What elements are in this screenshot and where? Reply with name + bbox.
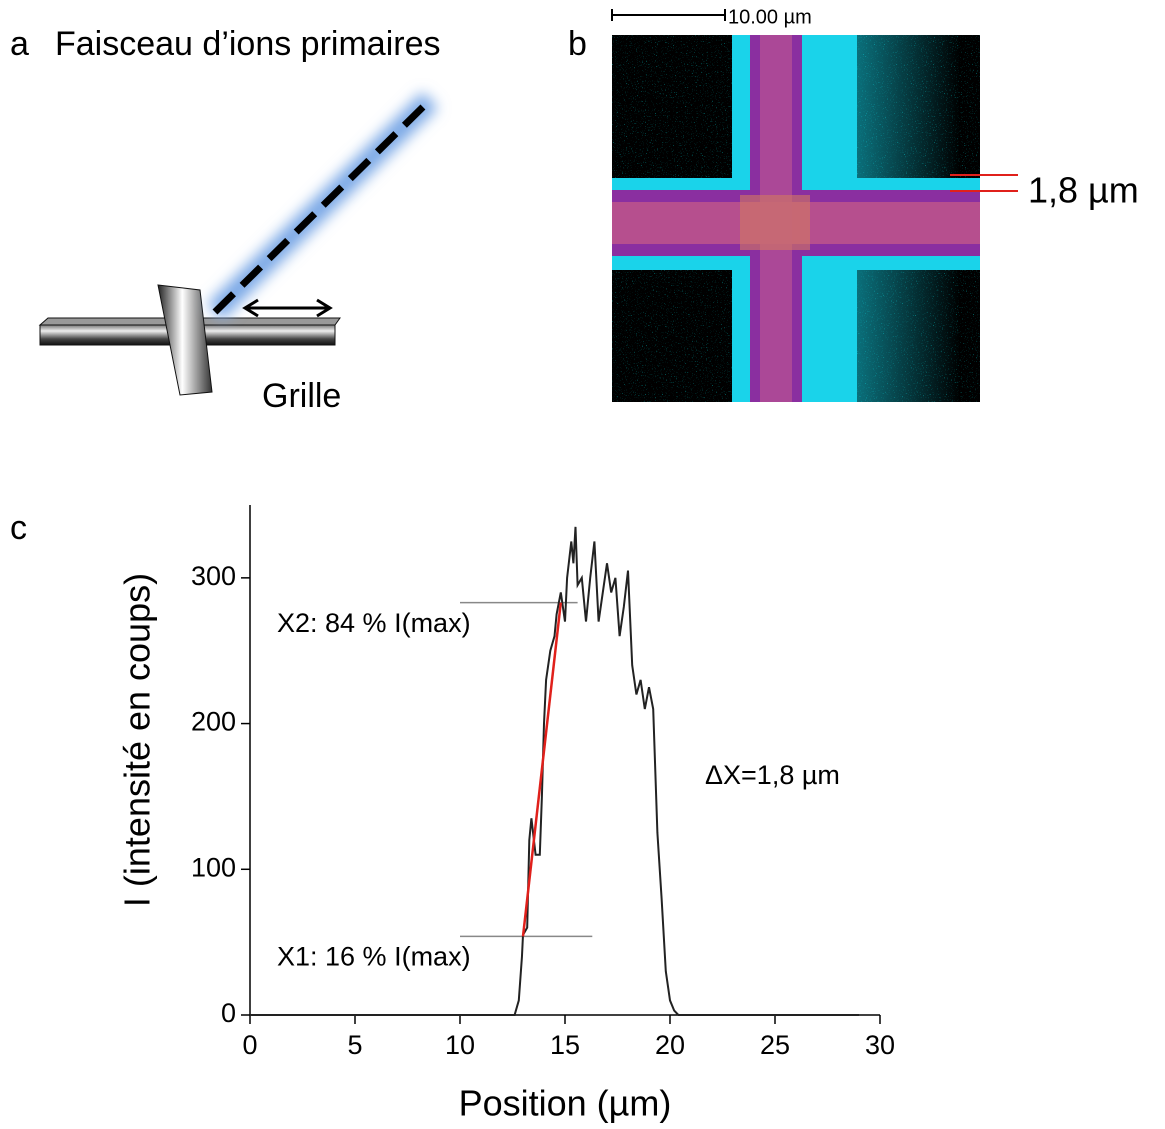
profile-line <box>250 526 859 1016</box>
scan-arrow <box>242 298 333 318</box>
y-tick-label: 300 <box>191 561 236 591</box>
beam <box>212 97 433 315</box>
x-tick-label: 0 <box>242 1030 257 1060</box>
x-tick-label: 20 <box>655 1030 685 1060</box>
delta-label: ΔX=1,8 µm <box>705 760 840 790</box>
x-tick-label: 5 <box>347 1030 362 1060</box>
scale-bar-label: 10.00 µm <box>728 6 812 28</box>
y-tick-label: 200 <box>191 707 236 737</box>
width-label: 1,8 µm <box>1028 170 1139 211</box>
annotation: X1: 16 % I(max) <box>277 941 471 971</box>
panel-label: c <box>10 509 27 547</box>
panel-label: a <box>10 25 29 63</box>
x-tick-label: 15 <box>550 1030 580 1060</box>
annotation: X2: 84 % I(max) <box>277 608 471 638</box>
grid-schematic <box>38 284 341 396</box>
x-tick-label: 10 <box>445 1030 475 1060</box>
x-tick-label: 30 <box>865 1030 895 1060</box>
fit-line <box>521 602 563 937</box>
scale-bar <box>611 9 726 21</box>
y-tick-label: 0 <box>221 998 236 1028</box>
x-axis-label: Position (µm) <box>459 1083 672 1124</box>
y-tick-label: 100 <box>191 852 236 882</box>
x-tick-label: 25 <box>760 1030 790 1060</box>
grid-label: Grille <box>262 377 341 415</box>
panel-label: b <box>568 25 587 63</box>
width-marker <box>950 174 1018 192</box>
panel-title: Faisceau d’ions primaires <box>55 25 441 63</box>
y-axis-label: I (intensité en coups) <box>117 573 158 907</box>
sims-image <box>612 35 980 402</box>
